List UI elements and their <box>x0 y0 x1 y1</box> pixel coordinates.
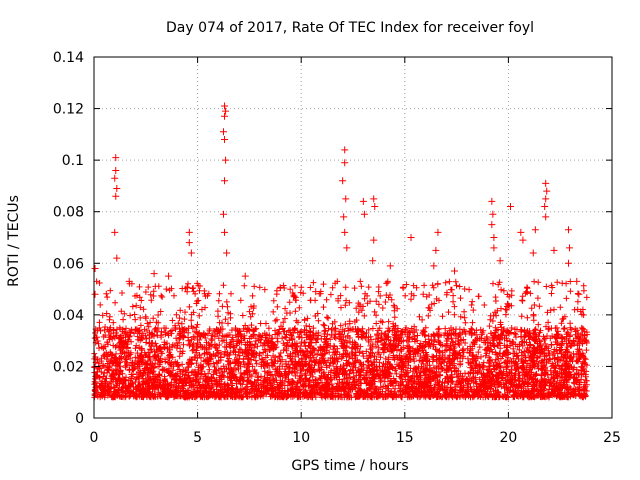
x-tick-label: 5 <box>193 430 202 446</box>
x-tick-label: 25 <box>603 430 621 446</box>
scatter-point <box>541 203 549 211</box>
scatter-point <box>221 177 229 185</box>
y-tick-label: 0.06 <box>53 256 84 272</box>
scatter-point <box>359 197 367 205</box>
scatter-point <box>575 290 583 298</box>
scatter-point <box>150 270 158 278</box>
scatter-point <box>341 159 349 167</box>
scatter-point <box>221 102 229 110</box>
scatter-point <box>371 203 379 211</box>
scatter-point <box>434 228 442 236</box>
scatter-point <box>112 192 120 200</box>
plot-frame <box>93 56 613 419</box>
scatter-point <box>370 236 378 244</box>
scatter-point <box>165 272 173 280</box>
scatter-point <box>490 234 498 241</box>
scatter-point <box>221 136 229 144</box>
scatter-point <box>312 288 320 296</box>
scatter-point <box>91 264 99 272</box>
scatter-point <box>488 197 496 205</box>
scatter-point <box>185 228 193 236</box>
scatter-point <box>340 213 348 221</box>
scatter-point <box>550 246 558 254</box>
scatter-point <box>342 195 350 203</box>
scatter-point <box>112 154 120 162</box>
scatter-point <box>529 249 537 257</box>
scatter-point <box>489 210 497 218</box>
chart-title: Day 074 of 2017, Rate Of TEC Index for r… <box>166 20 534 36</box>
scatter-point <box>506 203 514 211</box>
scatter-point <box>343 244 351 252</box>
scatter-background-points <box>91 278 591 401</box>
scatter-point <box>187 249 195 257</box>
scatter-point <box>564 226 572 234</box>
scatter-point <box>542 213 550 221</box>
y-tick-label: 0.1 <box>62 153 84 169</box>
scatter-point <box>432 246 440 254</box>
scatter-point <box>220 210 227 218</box>
scatter-point <box>573 277 581 285</box>
y-tick-label: 0 <box>75 411 84 427</box>
scatter-point <box>223 249 231 257</box>
scatter-point <box>241 272 249 280</box>
scatter-point <box>496 257 504 265</box>
scatter-point <box>369 257 377 265</box>
scatter-point <box>451 267 459 275</box>
scatter-point <box>220 128 227 136</box>
axis-ticks: 0 5 10 15 20 25 0 0.02 0.04 0.06 0.08 0.1 0.12 0.14 <box>53 50 621 446</box>
scatter-point <box>185 239 193 247</box>
scatter-point <box>341 228 349 236</box>
y-tick-label: 0.04 <box>53 308 84 324</box>
scatter-point <box>112 166 120 174</box>
scatter-point <box>221 228 229 236</box>
scatter-point <box>113 185 121 193</box>
scatter-point <box>222 156 230 164</box>
scatter-point <box>222 107 230 115</box>
scatter-point <box>370 195 378 203</box>
x-tick-label: 0 <box>90 430 99 446</box>
y-tick-label: 0.08 <box>53 205 84 221</box>
scatter-point <box>564 259 572 267</box>
scatter-point <box>490 244 498 252</box>
data-points <box>91 102 591 401</box>
scatter-point <box>386 262 394 270</box>
scatter-point <box>341 146 349 154</box>
scatter-point <box>113 254 121 262</box>
scatter-point <box>488 221 496 229</box>
scatter-point <box>542 195 550 203</box>
y-tick-label: 0.14 <box>53 50 84 66</box>
y-axis-label: ROTI / TECUs <box>6 195 22 287</box>
scatter-point <box>543 187 551 195</box>
scatter-point <box>221 112 229 120</box>
x-tick-label: 10 <box>292 430 310 446</box>
y-tick-label: 0.02 <box>53 359 84 375</box>
scatter-point <box>430 262 438 270</box>
scatter-point <box>91 290 99 298</box>
scatter-point <box>111 174 119 182</box>
scatter-point <box>111 228 119 236</box>
x-tick-label: 20 <box>499 430 517 446</box>
x-tick-label: 15 <box>396 430 414 446</box>
scatter-point <box>339 177 347 185</box>
y-tick-label: 0.12 <box>53 102 84 118</box>
scatter-point <box>519 236 527 244</box>
scatter-point <box>566 244 574 252</box>
scatter-point <box>517 228 525 236</box>
scatter-point <box>407 234 415 241</box>
scatter-point <box>125 277 133 285</box>
scatter-point <box>531 226 539 234</box>
scatter-point <box>360 210 368 218</box>
x-axis-label: GPS time / hours <box>291 458 408 474</box>
scatter-point <box>542 179 550 187</box>
